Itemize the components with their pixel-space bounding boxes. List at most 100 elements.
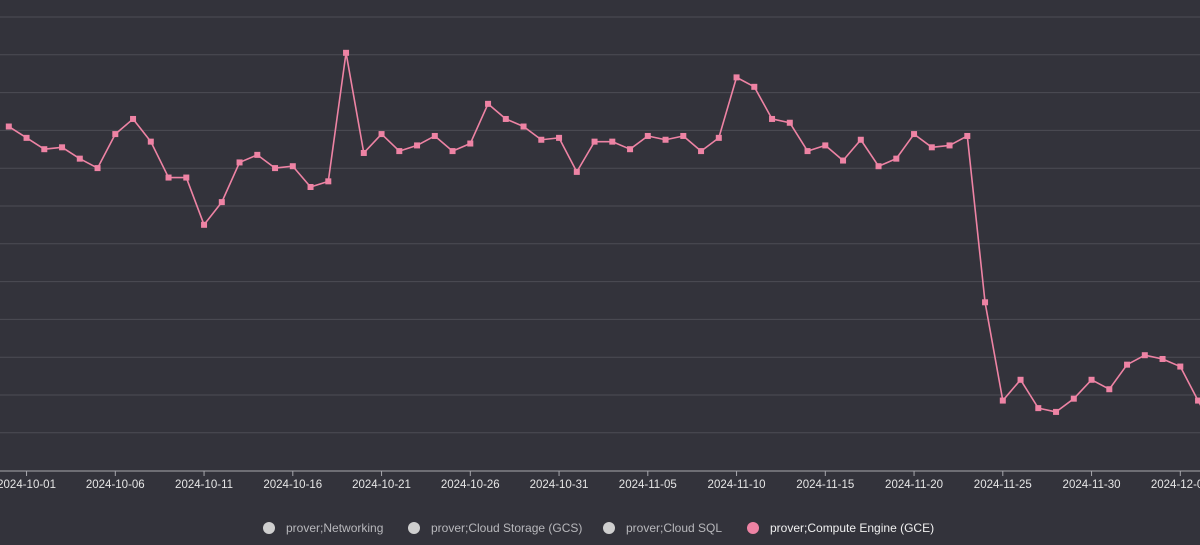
x-tick-label: 2024-11-10: [708, 479, 766, 491]
legend-label: prover;Cloud Storage (GCS): [431, 521, 582, 535]
data-point[interactable]: [840, 157, 847, 164]
data-point[interactable]: [307, 184, 314, 190]
x-axis-ticks: 2024-10-01 2024-10-06 2024-10-11 2024-10-16…: [0, 471, 1200, 491]
data-point[interactable]: [964, 132, 971, 139]
data-point[interactable]: [1017, 376, 1024, 383]
data-point[interactable]: [928, 144, 935, 151]
data-point[interactable]: [1053, 408, 1060, 415]
data-point[interactable]: [822, 142, 829, 149]
data-point[interactable]: [715, 134, 722, 141]
data-point[interactable]: [1195, 397, 1200, 404]
data-point[interactable]: [520, 123, 527, 130]
x-tick-label: 2024-10-16: [263, 479, 322, 491]
data-point[interactable]: [254, 151, 261, 158]
data-point[interactable]: [165, 174, 172, 181]
data-point[interactable]: [911, 131, 918, 138]
x-tick-label: 2024-11-15: [796, 479, 854, 491]
legend[interactable]: prover;Networking prover;Cloud Storage (G…: [263, 521, 934, 535]
data-point[interactable]: [431, 132, 438, 139]
data-point[interactable]: [662, 136, 669, 143]
data-point[interactable]: [609, 138, 616, 145]
legend-label: prover;Compute Engine (GCE): [770, 521, 934, 535]
legend-marker: [747, 522, 759, 534]
data-point[interactable]: [414, 142, 421, 149]
data-point[interactable]: [201, 221, 208, 228]
data-point[interactable]: [396, 148, 403, 155]
data-point[interactable]: [573, 168, 580, 175]
x-tick-label: 2024-10-06: [86, 479, 145, 491]
data-point[interactable]: [999, 397, 1006, 404]
data-point[interactable]: [183, 174, 190, 181]
legend-label: prover;Networking: [286, 521, 383, 535]
grid-lines: [0, 16, 1200, 434]
data-point[interactable]: [1177, 363, 1184, 370]
data-point[interactable]: [733, 74, 740, 81]
data-point[interactable]: [644, 132, 651, 139]
data-point[interactable]: [343, 49, 350, 56]
x-tick-label: 2024-11-05: [619, 479, 677, 491]
data-point[interactable]: [112, 131, 119, 138]
data-point[interactable]: [1106, 386, 1113, 393]
legend-item[interactable]: prover;Cloud SQL: [603, 521, 722, 535]
data-point[interactable]: [130, 115, 137, 122]
data-point[interactable]: [94, 165, 101, 172]
data-point[interactable]: [680, 132, 687, 139]
data-point[interactable]: [502, 115, 509, 122]
data-point[interactable]: [236, 159, 243, 166]
data-point[interactable]: [857, 136, 864, 143]
data-point[interactable]: [325, 178, 332, 185]
data-point[interactable]: [1070, 395, 1077, 402]
data-point[interactable]: [1141, 352, 1148, 359]
x-tick-label: 2024-11-25: [974, 479, 1032, 491]
data-point[interactable]: [41, 146, 48, 153]
x-tick-label: 2024-10-26: [441, 479, 500, 491]
data-point[interactable]: [698, 148, 705, 155]
legend-item[interactable]: prover;Compute Engine (GCE): [747, 521, 934, 535]
data-point[interactable]: [485, 100, 492, 107]
x-tick-label: 2024-11-30: [1063, 479, 1121, 491]
series-layer: [5, 49, 1200, 415]
legend-item[interactable]: prover;Cloud Storage (GCS): [408, 521, 582, 535]
data-point[interactable]: [1088, 376, 1095, 383]
data-point[interactable]: [982, 299, 989, 306]
data-point[interactable]: [751, 83, 758, 90]
data-point[interactable]: [627, 146, 634, 153]
legend-marker: [408, 522, 420, 534]
data-point[interactable]: [272, 165, 279, 172]
data-point[interactable]: [1035, 405, 1042, 412]
x-tick-label: 2024-12-05: [1151, 479, 1200, 491]
data-point[interactable]: [147, 138, 154, 145]
data-point[interactable]: [1159, 355, 1166, 362]
x-tick-label: 2024-11-20: [885, 479, 943, 491]
data-point[interactable]: [946, 142, 953, 149]
legend-marker: [263, 522, 275, 534]
data-point[interactable]: [467, 140, 474, 147]
data-point[interactable]: [218, 199, 225, 206]
data-point[interactable]: [59, 144, 66, 151]
data-point[interactable]: [893, 155, 900, 162]
data-point[interactable]: [769, 115, 776, 122]
x-tick-label: 2024-10-11: [175, 479, 233, 491]
data-point[interactable]: [875, 163, 882, 170]
x-tick-label: 2024-10-01: [0, 479, 56, 491]
legend-marker: [603, 522, 615, 534]
x-tick-label: 2024-10-21: [352, 479, 411, 491]
legend-item[interactable]: prover;Networking: [263, 521, 383, 535]
data-point[interactable]: [1124, 361, 1131, 368]
data-point[interactable]: [804, 148, 811, 155]
data-point[interactable]: [76, 155, 83, 162]
data-point[interactable]: [289, 163, 296, 170]
data-point[interactable]: [449, 148, 456, 155]
series-line: [8, 52, 1200, 413]
data-point[interactable]: [5, 123, 12, 130]
data-point[interactable]: [556, 134, 563, 141]
data-point[interactable]: [378, 131, 385, 138]
data-point[interactable]: [591, 138, 598, 145]
x-tick-label: 2024-10-31: [530, 479, 589, 491]
data-point[interactable]: [538, 136, 545, 143]
data-point[interactable]: [360, 149, 367, 156]
data-point[interactable]: [23, 134, 30, 141]
data-point[interactable]: [786, 119, 793, 126]
legend-label: prover;Cloud SQL: [626, 521, 722, 535]
